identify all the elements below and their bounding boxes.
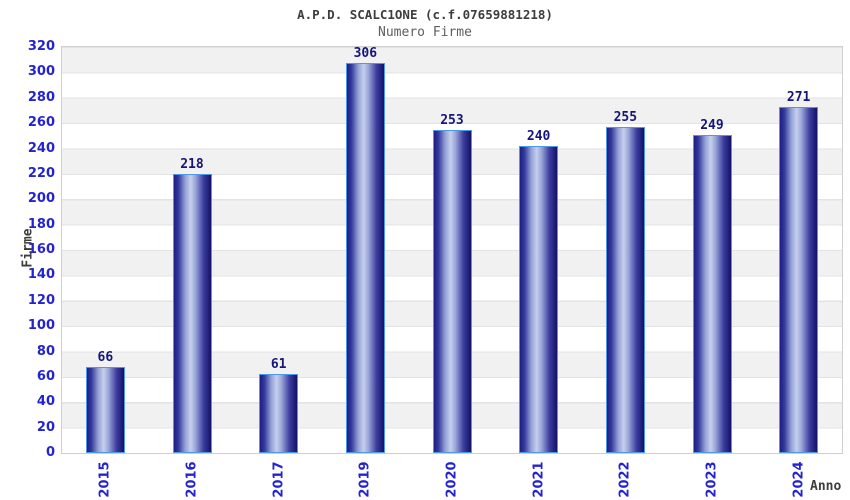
y-tick-label: 260 [27, 115, 55, 131]
bar-2017 [259, 374, 299, 453]
y-tick-label: 280 [27, 89, 55, 105]
y-tick-label: 60 [36, 368, 55, 384]
bar-2022 [605, 127, 645, 453]
bar-2015 [85, 367, 125, 453]
y-tick-label: 300 [27, 64, 55, 80]
bar-value-label: 306 [353, 46, 378, 61]
bar-2021 [519, 146, 559, 453]
bar-2024 [779, 107, 819, 453]
bar-value-label: 66 [97, 350, 114, 365]
bar-value-label: 255 [613, 110, 638, 125]
chart-title: A.P.D. SCALC1ONE (c.f.07659881218) [297, 7, 553, 22]
bar-2016 [172, 174, 212, 453]
x-tick-label-2023: 2023 [704, 460, 720, 498]
y-tick-label: 100 [27, 318, 55, 334]
plot-area: 66 218 61 306 253 240 255 249 271 [62, 47, 842, 453]
x-tick-label-2021: 2021 [531, 460, 547, 498]
chart-subtitle: Numero Firme [378, 25, 472, 40]
y-tick-label: 20 [36, 419, 55, 435]
x-tick-label-2022: 2022 [617, 460, 633, 498]
y-tick-label: 160 [27, 242, 55, 257]
y-axis-title: Firme [20, 228, 36, 268]
y-tick-label: 180 [27, 216, 55, 232]
y-tick-label: 0 [45, 445, 55, 460]
bar-2020 [432, 130, 472, 453]
y-tick-label: 240 [27, 140, 55, 156]
y-tick-label: 40 [36, 394, 55, 410]
bar-value-label: 253 [440, 113, 464, 128]
bar-value-label: 240 [526, 129, 551, 144]
bar-2019 [345, 63, 385, 453]
bar-value-label: 249 [700, 118, 724, 133]
bar-value-label: 61 [270, 357, 287, 372]
y-tick-label: 220 [27, 165, 55, 181]
bar-value-label: 218 [180, 157, 204, 172]
y-tick-label: 200 [27, 191, 55, 207]
x-axis-title: Anno [810, 479, 842, 494]
x-tick-label-2017: 2017 [271, 460, 287, 498]
x-tick-label-2020: 2020 [444, 460, 460, 498]
bar-value-label: 271 [786, 90, 811, 105]
bar-2023 [692, 135, 732, 453]
y-tick-label: 120 [27, 292, 55, 308]
y-tick-label: 140 [27, 267, 55, 283]
x-tick-label-2016: 2016 [184, 460, 200, 498]
y-tick-label: 320 [27, 39, 55, 54]
x-tick-label-2015: 2015 [97, 460, 113, 498]
y-tick-label: 80 [36, 343, 55, 359]
x-tick-label-2019: 2019 [357, 460, 373, 498]
